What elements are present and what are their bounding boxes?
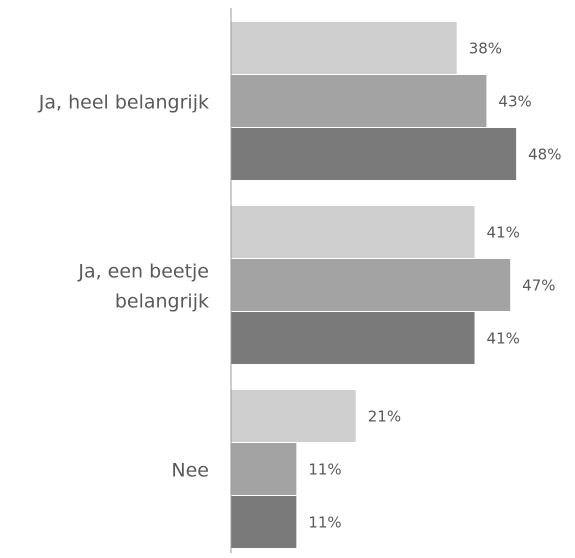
data-label-3-2: 11% bbox=[308, 461, 341, 479]
bar-3-2 bbox=[231, 443, 297, 495]
bar-3-3 bbox=[231, 496, 297, 548]
data-label-2-1: 41% bbox=[487, 224, 520, 242]
bar-3-1 bbox=[231, 390, 356, 442]
category-labels: Ja, heel belangrijk Ja, een beetje belangr… bbox=[38, 92, 209, 482]
data-label-3-1: 21% bbox=[368, 408, 401, 426]
bar-2-2 bbox=[231, 259, 511, 311]
data-label-2-3: 41% bbox=[487, 330, 520, 348]
data-labels: 38% 43% 48% 41% 47% 41% 21% 11% 11% bbox=[308, 40, 561, 532]
bar-1-3 bbox=[231, 128, 517, 180]
bar-2-1 bbox=[231, 206, 475, 258]
bar-1-2 bbox=[231, 75, 487, 127]
bar-2-3 bbox=[231, 312, 475, 364]
data-label-1-1: 38% bbox=[469, 40, 502, 58]
data-label-2-2: 47% bbox=[522, 277, 555, 295]
data-label-1-3: 48% bbox=[528, 146, 561, 164]
bar-1-1 bbox=[231, 22, 457, 74]
data-label-3-3: 11% bbox=[308, 514, 341, 532]
category-label-1: Ja, heel belangrijk bbox=[38, 92, 209, 114]
data-label-1-2: 43% bbox=[498, 93, 531, 111]
bars-layer bbox=[231, 22, 517, 548]
category-label-3: Nee bbox=[171, 460, 209, 482]
category-label-2: Ja, een beetje belangrijk bbox=[77, 261, 209, 313]
